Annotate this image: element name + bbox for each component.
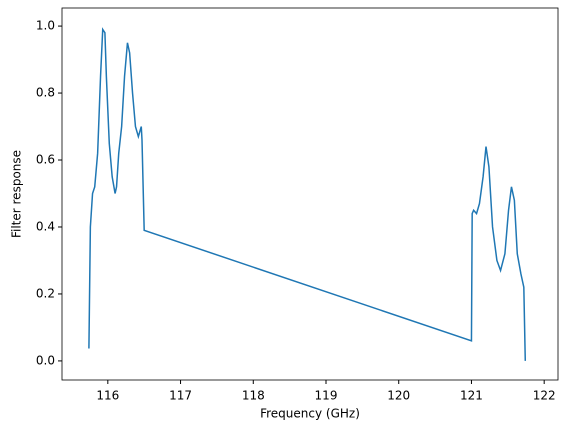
x-tick-label: 116 [96,389,119,403]
x-axis-label: Frequency (GHz) [260,407,360,421]
y-tick-label: 0.6 [36,153,55,167]
x-tick-label: 121 [460,389,483,403]
line-series [88,27,527,361]
y-tick-label: 0.4 [36,219,55,233]
x-tick-label: 122 [533,389,556,403]
x-tick-label: 117 [169,389,192,403]
y-tick-label: 0.0 [36,353,55,367]
x-tick-label: 120 [387,389,410,403]
plot-frame [61,7,559,381]
y-tick-label: 0.2 [36,286,55,300]
x-tick-label: 119 [315,389,338,403]
x-tick-label: 118 [242,389,265,403]
y-tick-label: 1.0 [36,19,55,33]
y-tick-label: 0.8 [36,86,55,100]
y-axis-label: Filter response [10,150,24,238]
